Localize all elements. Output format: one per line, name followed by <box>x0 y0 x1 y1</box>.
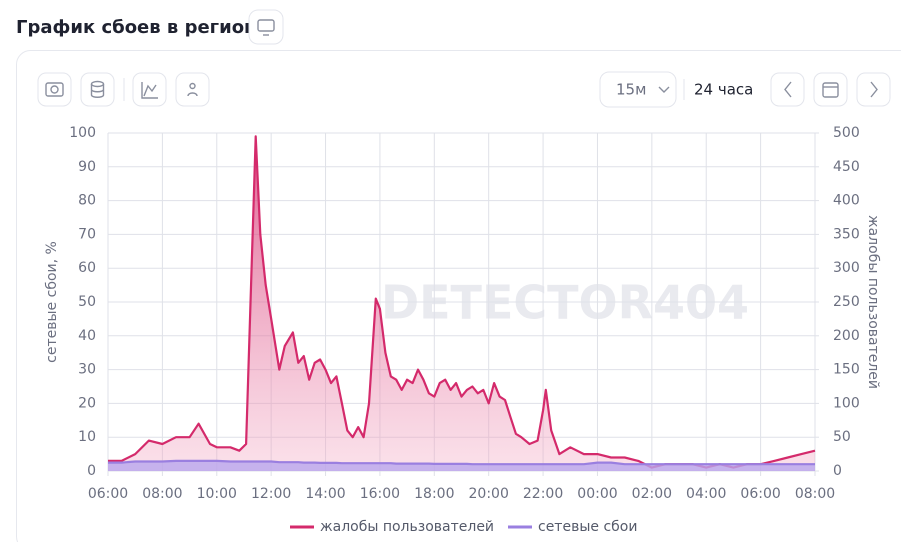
x-tick-label: 02:00 <box>632 486 672 502</box>
y-tick-label: 40 <box>78 328 96 344</box>
interval-dropdown[interactable]: 15м <box>600 72 676 107</box>
y2-tick-label: 0 <box>833 463 842 479</box>
x-tick-label: 16:00 <box>360 486 400 502</box>
y-tick-label: 0 <box>87 463 96 479</box>
legend-label: жалобы пользователей <box>320 519 494 535</box>
legend-label: сетевые сбои <box>538 519 637 535</box>
next-button[interactable] <box>857 73 890 106</box>
y-tick-label: 90 <box>78 159 96 175</box>
y2-tick-label: 50 <box>833 429 851 445</box>
y-tick-label: 10 <box>78 429 96 445</box>
x-tick-label: 08:00 <box>795 486 835 502</box>
user-button[interactable] <box>176 73 209 106</box>
y-tick-label: 20 <box>78 395 96 411</box>
y2-tick-label: 450 <box>833 159 860 175</box>
x-tick-label: 18:00 <box>414 486 454 502</box>
y-tick-label: 50 <box>78 294 96 310</box>
chart-mode-button[interactable] <box>133 73 166 106</box>
x-tick-label: 04:00 <box>686 486 726 502</box>
y2-tick-label: 200 <box>833 328 860 344</box>
prev-button[interactable] <box>771 73 804 106</box>
y2-tick-label: 100 <box>833 395 860 411</box>
x-tick-label: 00:00 <box>577 486 617 502</box>
y2-tick-label: 150 <box>833 362 860 378</box>
y-tick-label: 80 <box>78 193 96 209</box>
y2-axis-label: жалобы пользователей <box>865 215 881 389</box>
camera-button[interactable] <box>38 73 71 106</box>
y2-tick-label: 350 <box>833 226 860 242</box>
database-button[interactable] <box>81 73 114 106</box>
y-tick-label: 70 <box>78 226 96 242</box>
range-label[interactable]: 24 часа <box>694 81 753 99</box>
x-tick-label: 06:00 <box>740 486 780 502</box>
x-tick-label: 14:00 <box>305 486 345 502</box>
x-tick-label: 20:00 <box>469 486 509 502</box>
interval-value: 15м <box>616 81 646 99</box>
x-tick-label: 06:00 <box>88 486 128 502</box>
page-title: График сбоев в регионе <box>16 17 269 38</box>
title-icon-button[interactable] <box>249 10 283 44</box>
y2-tick-label: 500 <box>833 125 860 141</box>
y-tick-label: 60 <box>78 260 96 276</box>
x-tick-label: 08:00 <box>142 486 182 502</box>
calendar-button[interactable] <box>814 73 847 106</box>
y2-tick-label: 250 <box>833 294 860 310</box>
x-tick-label: 10:00 <box>197 486 237 502</box>
y-tick-label: 30 <box>78 362 96 378</box>
y-axis-label: сетевые сбои, % <box>44 241 60 363</box>
x-tick-label: 22:00 <box>523 486 563 502</box>
legend-item[interactable]: жалобы пользователей <box>290 519 494 535</box>
x-tick-label: 12:00 <box>251 486 291 502</box>
y2-tick-label: 400 <box>833 193 860 209</box>
y-tick-label: 100 <box>69 125 96 141</box>
y2-tick-label: 300 <box>833 260 860 276</box>
